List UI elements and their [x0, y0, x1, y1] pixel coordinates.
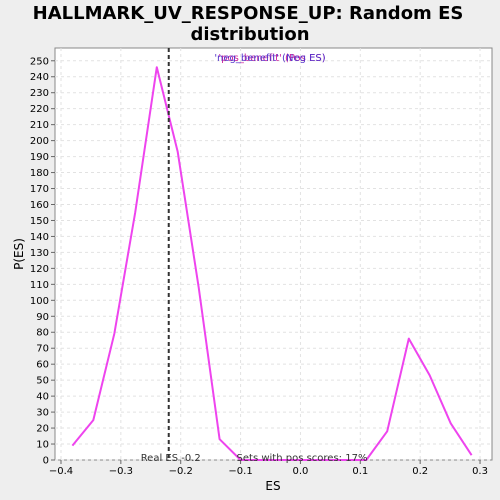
x-tick-label: 0.2 — [412, 466, 428, 477]
series-layer — [71, 66, 473, 461]
y-tick-label: 130 — [30, 248, 49, 259]
y-tick-label: 50 — [36, 376, 49, 387]
y-tick-label: 230 — [30, 88, 49, 99]
y-tick-label: 240 — [30, 72, 49, 83]
pos-scores-label: Sets with pos scores: 17% — [237, 453, 368, 464]
y-tick-label: 250 — [30, 56, 49, 67]
y-tick-label: 210 — [30, 120, 49, 131]
y-tick-label: 100 — [30, 296, 49, 307]
x-tick-label: −0.3 — [109, 466, 133, 477]
y-tick-label: 10 — [36, 440, 49, 451]
legend-entry-neg: 'neg_benefit' (Neg ES) — [214, 53, 325, 64]
chart-title-line-1: HALLMARK_UV_RESPONSE_UP: Random ES — [33, 3, 464, 24]
y-tick-label: 110 — [30, 280, 49, 291]
x-tick-label: 0.3 — [472, 466, 488, 477]
legend: 'pos_benefit' (Pos ES) 'neg_benefit' (Ne… — [214, 53, 325, 64]
legend-entry-pos: 'pos_benefit' (Pos ES) — [218, 53, 325, 64]
y-tick-label: 0 — [43, 456, 49, 467]
y-tick-label: 70 — [36, 344, 49, 355]
grid — [55, 48, 492, 461]
y-tick-label: 170 — [30, 184, 49, 195]
y-tick-label: 80 — [36, 328, 49, 339]
y-tick-label: 120 — [30, 264, 49, 275]
y-tick-label: 160 — [30, 200, 49, 211]
y-tick-label: 180 — [30, 168, 49, 179]
y-tick-label: 30 — [36, 408, 49, 419]
y-tick-label: 200 — [30, 136, 49, 147]
real-es-label: Real ES -0.2 — [141, 453, 201, 464]
y-tick-label: 150 — [30, 216, 49, 227]
y-tick-label: 20 — [36, 424, 49, 435]
x-tick-label: 0.1 — [352, 466, 368, 477]
y-tick-label: 220 — [30, 104, 49, 115]
y-axis-label: P(ES) — [12, 238, 26, 270]
x-tick-label: −0.2 — [169, 466, 193, 477]
y-tick-label: 140 — [30, 232, 49, 243]
x-tick-label: −0.1 — [228, 466, 252, 477]
x-axis-ticks: −0.4 −0.3 −0.2 −0.1 0.0 0.1 0.2 0.3 — [49, 460, 488, 477]
y-tick-label: 90 — [36, 312, 49, 323]
chart-title-line-2: distribution — [190, 24, 309, 45]
y-tick-label: 190 — [30, 152, 49, 163]
x-axis-label: ES — [265, 479, 280, 493]
y-tick-label: 60 — [36, 360, 49, 371]
es-distribution-line — [71, 66, 473, 461]
y-tick-label: 40 — [36, 392, 49, 403]
x-tick-label: 0.0 — [292, 466, 308, 477]
y-axis-ticks: 0 10 20 30 40 50 60 70 80 90 100 110 120 130 140 150 160… — [30, 56, 55, 467]
x-tick-label: −0.4 — [49, 466, 73, 477]
